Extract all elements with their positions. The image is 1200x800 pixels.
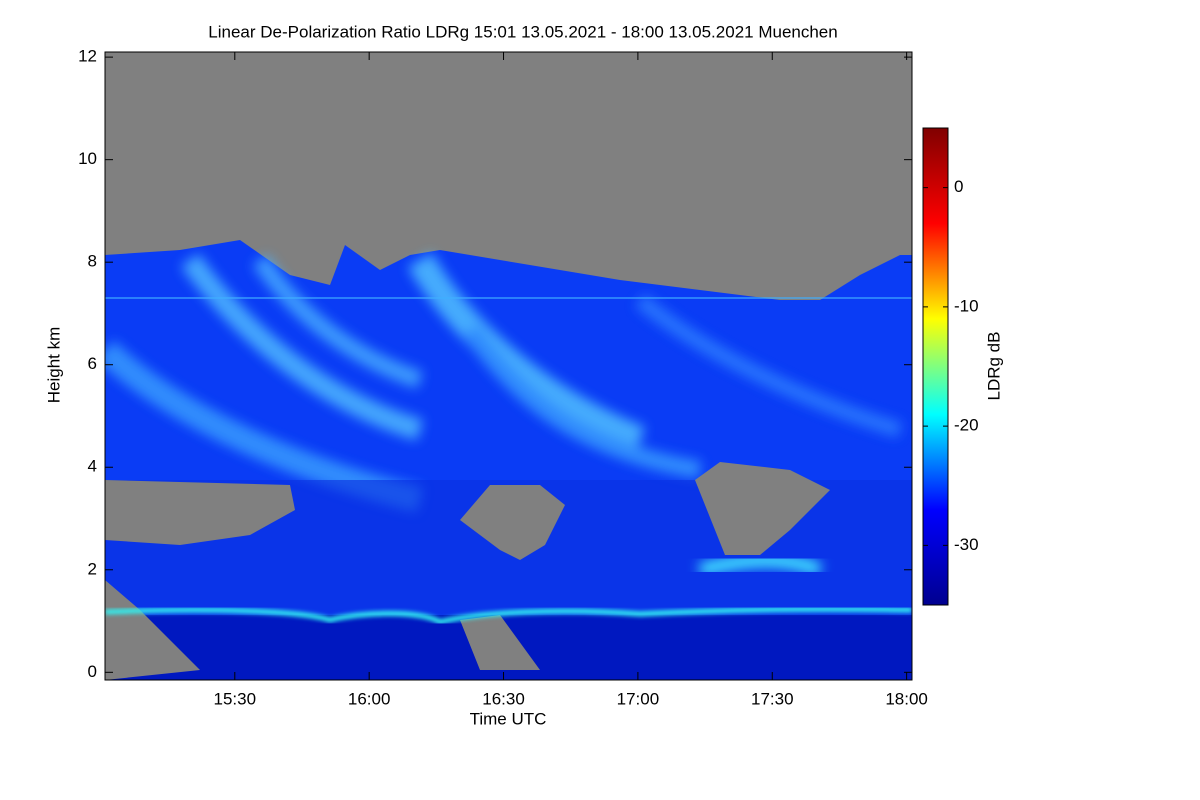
colorbar	[922, 127, 949, 606]
y-tick-label: 0	[88, 662, 97, 681]
y-tick-label: 12	[78, 47, 97, 66]
colorbar-tick-label: 0	[954, 177, 963, 196]
x-tick-label: 16:30	[482, 689, 525, 708]
chart-title: Linear De-Polarization Ratio LDRg 15:01 …	[208, 22, 837, 41]
colorbar-label: LDRg dB	[984, 332, 1003, 401]
y-tick-label: 2	[88, 559, 97, 578]
y-tick-label: 10	[78, 149, 97, 168]
y-tick-label: 6	[88, 354, 97, 373]
x-tick-label: 17:30	[751, 689, 794, 708]
plot-frame	[104, 51, 913, 681]
y-axis-label: Height km	[44, 327, 63, 404]
x-tick-label: 16:00	[348, 689, 391, 708]
x-tick-label: 17:00	[617, 689, 660, 708]
colorbar-tick-label: -10	[954, 296, 979, 315]
heatmap-image	[105, 52, 912, 680]
y-tick-label: 8	[88, 252, 97, 271]
y-tick-label: 4	[88, 457, 97, 476]
colorbar-tick-label: -30	[954, 535, 979, 554]
x-tick-label: 18:00	[885, 689, 928, 708]
x-axis-label: Time UTC	[470, 709, 547, 728]
colorbar-tick-label: -20	[954, 416, 979, 435]
x-tick-label: 15:30	[214, 689, 257, 708]
